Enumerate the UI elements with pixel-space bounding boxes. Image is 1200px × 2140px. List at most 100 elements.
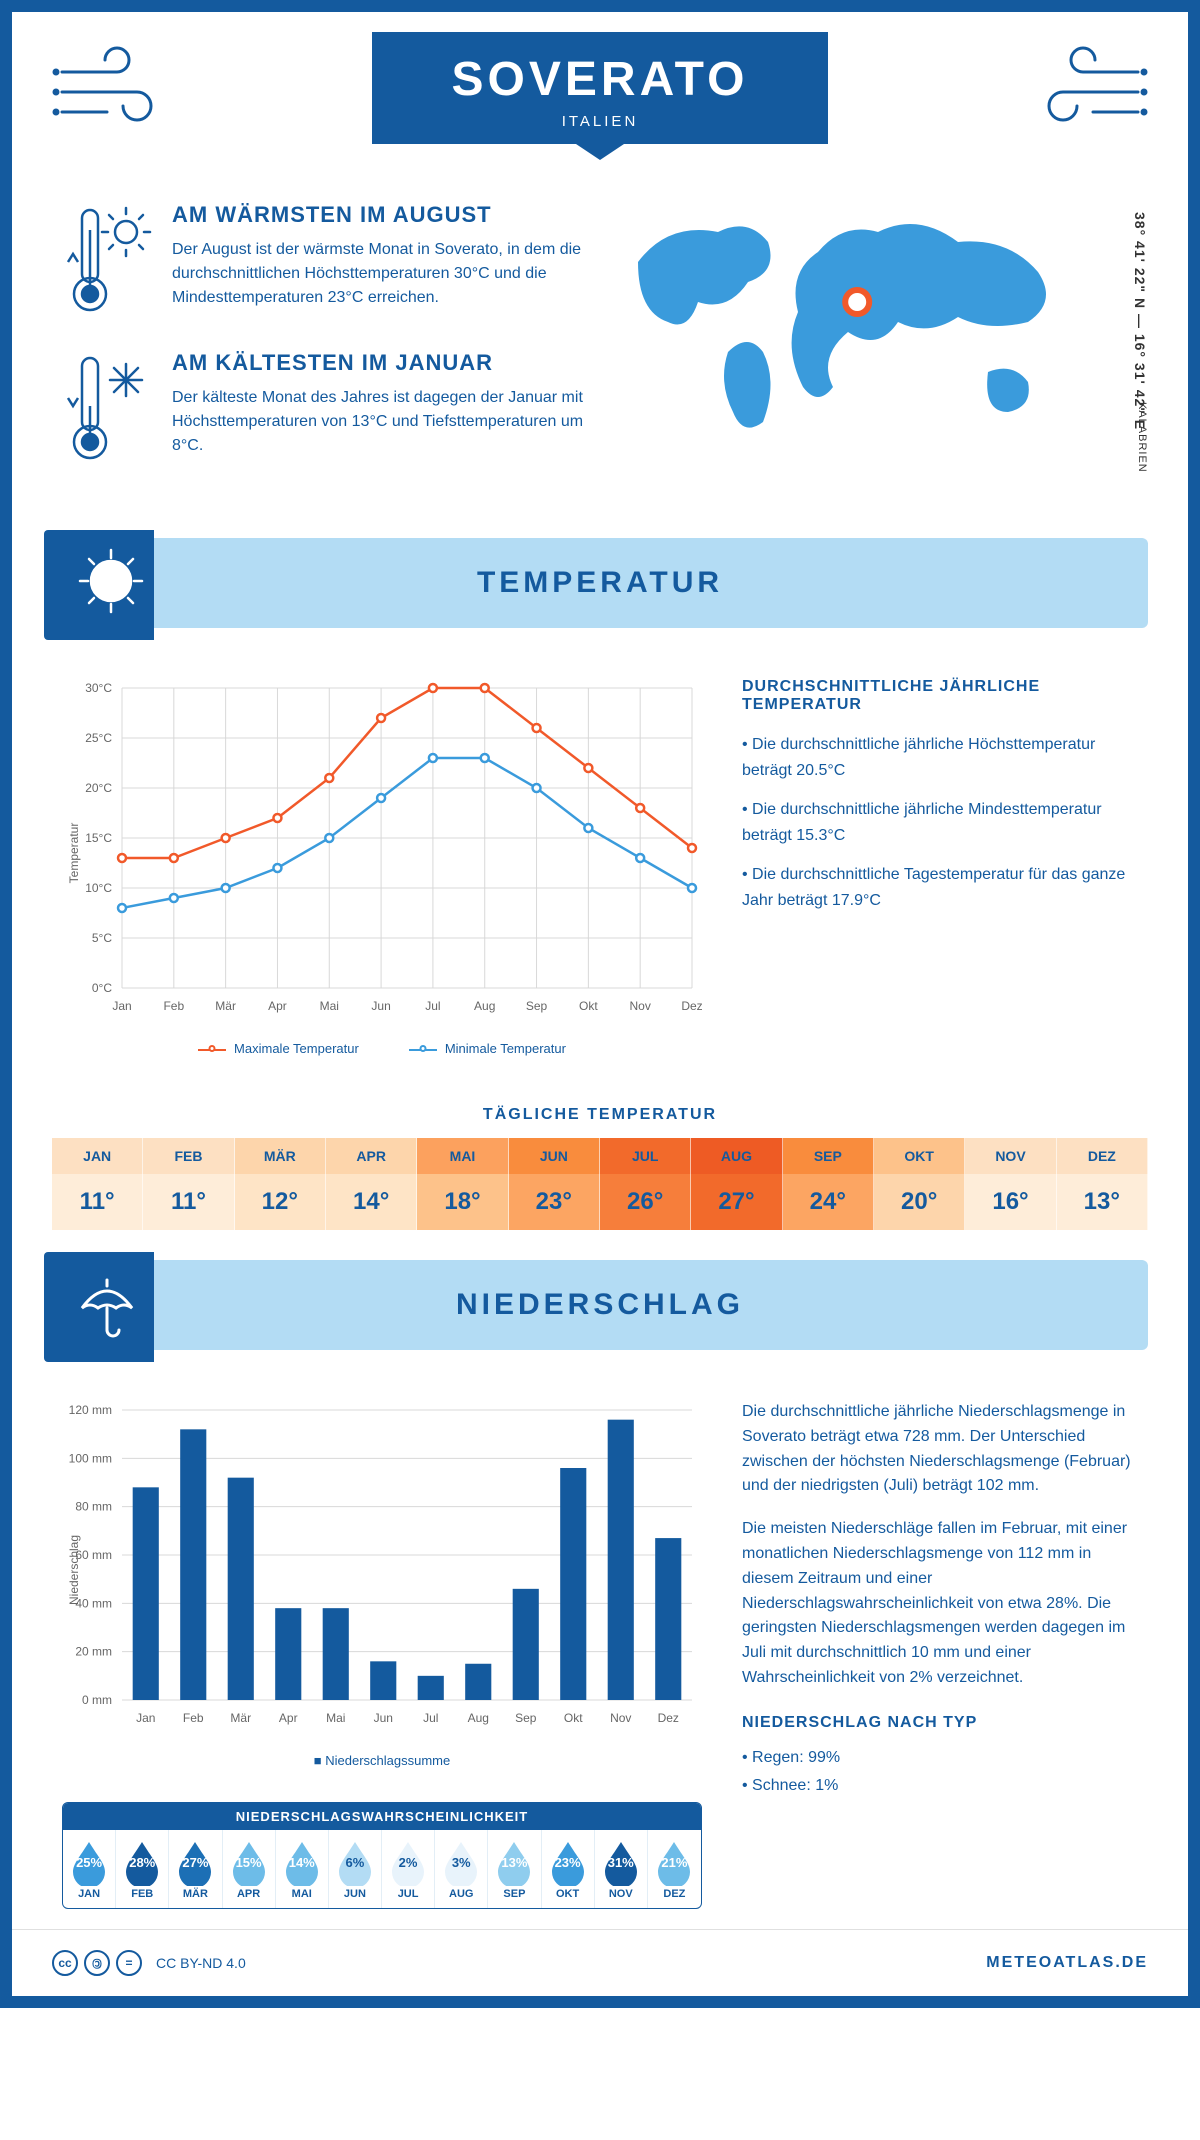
svg-text:Aug: Aug bbox=[474, 999, 495, 1013]
daily-month: JAN bbox=[52, 1138, 143, 1174]
legend-max-label: Maximale Temperatur bbox=[234, 1041, 359, 1056]
temp-bullet: • Die durchschnittliche Tagestemperatur … bbox=[742, 862, 1138, 913]
legend-min: Minimale Temperatur bbox=[409, 1041, 566, 1056]
nd-icon: = bbox=[116, 1950, 142, 1976]
daily-month: JUL bbox=[600, 1138, 691, 1174]
coldest-title: AM KÄLTESTEN IM JANUAR bbox=[172, 350, 588, 376]
svg-text:Dez: Dez bbox=[658, 1711, 679, 1725]
svg-text:Sep: Sep bbox=[526, 999, 548, 1013]
chart-legend: Maximale Temperatur Minimale Temperatur bbox=[62, 1033, 702, 1076]
prob-month: JUL bbox=[382, 1888, 434, 1900]
prob-month: APR bbox=[223, 1888, 275, 1900]
thermometer-sun-icon bbox=[62, 202, 152, 322]
svg-text:Mai: Mai bbox=[326, 1711, 345, 1725]
svg-text:100 mm: 100 mm bbox=[69, 1451, 112, 1465]
daily-value: 23° bbox=[509, 1174, 600, 1230]
svg-text:Jan: Jan bbox=[136, 1711, 155, 1725]
prob-cell: 2% JUL bbox=[382, 1830, 435, 1908]
key-facts: AM WÄRMSTEN IM AUGUST Der August ist der… bbox=[62, 202, 588, 498]
prob-title: NIEDERSCHLAGSWAHRSCHEINLICHKEIT bbox=[63, 1803, 701, 1830]
prob-cell: 6% JUN bbox=[329, 1830, 382, 1908]
svg-text:Feb: Feb bbox=[183, 1711, 204, 1725]
raindrop-icon: 25% bbox=[71, 1840, 107, 1884]
prob-month: OKT bbox=[542, 1888, 594, 1900]
prob-cell: 14%MAI bbox=[276, 1830, 329, 1908]
temperature-row: 0°C5°C10°C15°C20°C25°C30°CJanFebMärAprMa… bbox=[12, 648, 1188, 1086]
temperature-title: TEMPERATUR bbox=[477, 566, 723, 600]
precip-text: Die durchschnittliche jährliche Niedersc… bbox=[742, 1400, 1138, 1909]
legend-min-label: Minimale Temperatur bbox=[445, 1041, 566, 1056]
daily-value: 11° bbox=[143, 1174, 234, 1230]
daily-value: 20° bbox=[874, 1174, 965, 1230]
by-type-line: • Schnee: 1% bbox=[742, 1774, 1138, 1799]
raindrop-icon: 23% bbox=[550, 1840, 586, 1884]
svg-text:Okt: Okt bbox=[564, 1711, 583, 1725]
raindrop-icon: 6% bbox=[337, 1840, 373, 1884]
prob-cell: 3%AUG bbox=[435, 1830, 488, 1908]
svg-text:20 mm: 20 mm bbox=[75, 1645, 112, 1659]
precip-title: NIEDERSCHLAG bbox=[456, 1288, 744, 1322]
prob-month: DEZ bbox=[648, 1888, 701, 1900]
prob-month: AUG bbox=[435, 1888, 487, 1900]
prob-month: JAN bbox=[63, 1888, 115, 1900]
warmest-text: Der August ist der wärmste Monat in Sove… bbox=[172, 238, 588, 310]
daily-month: DEZ bbox=[1057, 1138, 1148, 1174]
map-panel: 38° 41' 22" N — 16° 31' 42" E KALABRIEN bbox=[618, 202, 1138, 498]
page: SOVERATO ITALIEN AM WÄRMSTE bbox=[0, 0, 1200, 2008]
svg-text:Apr: Apr bbox=[279, 1711, 298, 1725]
daily-temp-title: TÄGLICHE TEMPERATUR bbox=[12, 1106, 1188, 1124]
svg-text:Jan: Jan bbox=[112, 999, 131, 1013]
svg-text:25°C: 25°C bbox=[85, 731, 112, 745]
thermometer-snow-icon bbox=[62, 350, 152, 470]
precip-para-1: Die durchschnittliche jährliche Niedersc… bbox=[742, 1400, 1138, 1499]
daily-value: 13° bbox=[1057, 1174, 1148, 1230]
cc-icon: cc bbox=[52, 1950, 78, 1976]
temperature-banner: TEMPERATUR bbox=[52, 538, 1148, 628]
city-name: SOVERATO bbox=[452, 52, 749, 107]
svg-text:Mär: Mär bbox=[215, 999, 236, 1013]
svg-text:Dez: Dez bbox=[681, 999, 702, 1013]
svg-text:Apr: Apr bbox=[268, 999, 287, 1013]
svg-text:10°C: 10°C bbox=[85, 881, 112, 895]
prob-cell: 25% JAN bbox=[63, 1830, 116, 1908]
daily-temp-strip: JANFEBMÄRAPRMAIJUNJULAUGSEPOKTNOVDEZ 11°… bbox=[52, 1138, 1148, 1230]
svg-text:Jul: Jul bbox=[425, 999, 440, 1013]
license-badges: cc 🄯 = CC BY-ND 4.0 bbox=[52, 1950, 246, 1976]
daily-value: 14° bbox=[326, 1174, 417, 1230]
by-type-line: • Regen: 99% bbox=[742, 1746, 1138, 1771]
temp-bullet: • Die durchschnittliche jährliche Mindes… bbox=[742, 797, 1138, 848]
svg-text:Jun: Jun bbox=[371, 999, 390, 1013]
daily-month: MAI bbox=[417, 1138, 508, 1174]
header: SOVERATO ITALIEN bbox=[12, 12, 1188, 172]
precip-bar-chart: 0 mm20 mm40 mm60 mm80 mm100 mm120 mmNied… bbox=[62, 1400, 702, 1740]
prob-cell: 21%DEZ bbox=[648, 1830, 701, 1908]
daily-month: AUG bbox=[691, 1138, 782, 1174]
svg-text:Niederschlag: Niederschlag bbox=[67, 1535, 81, 1605]
prob-cell: 28%FEB bbox=[116, 1830, 169, 1908]
svg-text:Sep: Sep bbox=[515, 1711, 537, 1725]
prob-month: NOV bbox=[595, 1888, 647, 1900]
svg-text:Jun: Jun bbox=[374, 1711, 393, 1725]
intro-row: AM WÄRMSTEN IM AUGUST Der August ist der… bbox=[12, 172, 1188, 518]
footer: cc 🄯 = CC BY-ND 4.0 METEOATLAS.DE bbox=[12, 1929, 1188, 1996]
svg-text:15°C: 15°C bbox=[85, 831, 112, 845]
precip-row: 0 mm20 mm40 mm60 mm80 mm100 mm120 mmNied… bbox=[12, 1370, 1188, 1919]
raindrop-icon: 28% bbox=[124, 1840, 160, 1884]
daily-value: 26° bbox=[600, 1174, 691, 1230]
svg-text:Jul: Jul bbox=[423, 1711, 438, 1725]
daily-month: MÄR bbox=[235, 1138, 326, 1174]
title-banner: SOVERATO ITALIEN bbox=[372, 32, 829, 144]
svg-text:Mär: Mär bbox=[230, 1711, 251, 1725]
precip-legend: Niederschlagssumme bbox=[62, 1745, 702, 1776]
raindrop-icon: 31% bbox=[603, 1840, 639, 1884]
svg-text:Aug: Aug bbox=[468, 1711, 489, 1725]
svg-text:Nov: Nov bbox=[610, 1711, 631, 1725]
prob-month: JUN bbox=[329, 1888, 381, 1900]
prob-cell: 13%SEP bbox=[488, 1830, 541, 1908]
country-name: ITALIEN bbox=[452, 113, 749, 130]
svg-text:Feb: Feb bbox=[163, 999, 184, 1013]
raindrop-icon: 2% bbox=[390, 1840, 426, 1884]
coordinates: 38° 41' 22" N — 16° 31' 42" E bbox=[1132, 212, 1148, 430]
warmest-fact: AM WÄRMSTEN IM AUGUST Der August ist der… bbox=[62, 202, 588, 322]
daily-month: SEP bbox=[783, 1138, 874, 1174]
